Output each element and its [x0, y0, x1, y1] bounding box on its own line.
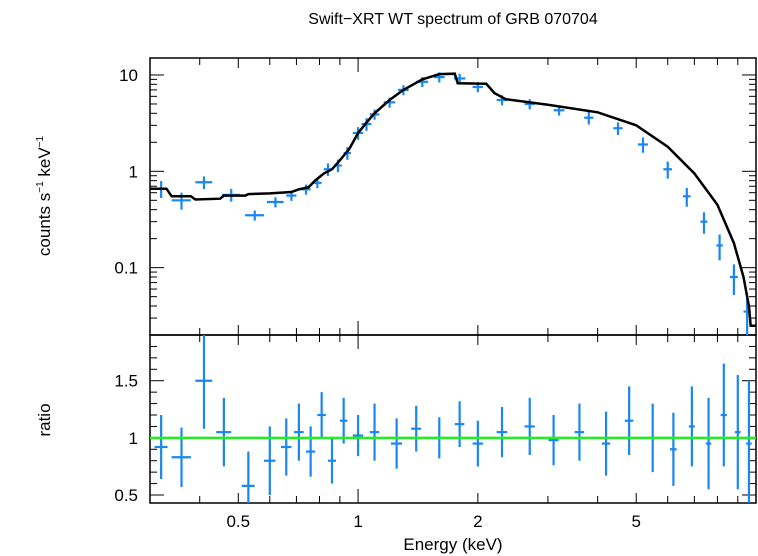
ratio-data-point: [548, 415, 559, 466]
ratio-data-point: [472, 420, 483, 467]
ratio-data-point: [705, 397, 712, 490]
y-tick-label: 0.5: [114, 486, 138, 505]
ratio-data-point: [688, 386, 695, 467]
ratio-data-point: [317, 392, 326, 438]
ratio-data-point: [369, 403, 380, 461]
ratio-data-point: [339, 397, 348, 444]
ratio-data-point: [734, 375, 741, 490]
spectrum-data-point: [729, 264, 738, 296]
ratio-data-point: [293, 403, 304, 461]
ratio-data-point: [746, 380, 752, 503]
spectrum-data-point: [663, 161, 672, 179]
y-axis-label-ratio: ratio: [35, 403, 54, 436]
ratio-data-point: [391, 418, 403, 469]
ratio-data-point: [411, 405, 422, 452]
x-axis-label: Energy (keV): [403, 535, 502, 554]
spectrum-data-point: [716, 234, 723, 261]
ratio-data-point: [720, 363, 727, 467]
ratio-data-point: [154, 415, 168, 479]
ratio-data-point: [624, 386, 634, 455]
spectrum-data-point: [584, 111, 594, 125]
x-tick-label: 0.5: [226, 512, 250, 531]
spectrum-data-point: [245, 210, 264, 221]
ratio-data-point: [574, 403, 585, 461]
chart-title: Swift−XRT WT spectrum of GRB 070704: [308, 11, 598, 28]
x-tick-label: 2: [473, 512, 482, 531]
ratio-axis-ticks: 0.5 1 2 5 0.5 1 1.5: [114, 335, 757, 531]
ratio-data-point: [524, 397, 535, 455]
ratio-data-point: [670, 412, 677, 486]
ratio-data-point: [195, 335, 213, 429]
ratio-data-point: [327, 437, 336, 484]
x-tick-label: 1: [353, 512, 362, 531]
model-curve: [150, 72, 756, 327]
y-tick-label: 1: [129, 429, 138, 448]
spectrum-data-point: [613, 122, 623, 136]
spectrum-data-point: [266, 197, 284, 208]
ratio-data-point: [280, 418, 292, 476]
y-tick-label: 0.1: [114, 259, 138, 278]
spectrum-axis-ticks: 0.1 1 10: [114, 58, 757, 336]
y-axis-label-spectrum: counts s−1 keV−1: [35, 135, 54, 256]
y-tick-label: 1: [129, 162, 138, 181]
ratio-data-point: [496, 407, 508, 458]
ratio-panel-frame: [149, 334, 757, 504]
spectrum-model-series: [150, 72, 756, 327]
spectrum-data-point: [637, 137, 648, 153]
y-label-sup1: −1: [35, 181, 46, 193]
ratio-data-point: [216, 397, 232, 467]
spectrum-data-point: [682, 188, 691, 207]
ratio-data-series: [154, 335, 752, 503]
ratio-data-point: [352, 415, 364, 457]
ratio-data-point: [241, 451, 255, 503]
y-tick-label: 1.5: [114, 372, 138, 391]
ratio-data-point: [454, 401, 465, 447]
y-label-mid: keV: [35, 147, 54, 182]
ratio-data-point: [601, 411, 611, 476]
spectrum-data-series: [154, 72, 751, 335]
y-label-sup2: −1: [35, 135, 46, 147]
spectrum-data-point: [195, 176, 213, 190]
x-tick-label: 5: [631, 512, 640, 531]
spectrum-data-point: [700, 212, 708, 234]
y-label-main: counts s: [35, 193, 54, 256]
ratio-data-point: [306, 426, 316, 477]
ratio-data-point: [171, 427, 191, 487]
y-tick-label: 10: [119, 66, 138, 85]
